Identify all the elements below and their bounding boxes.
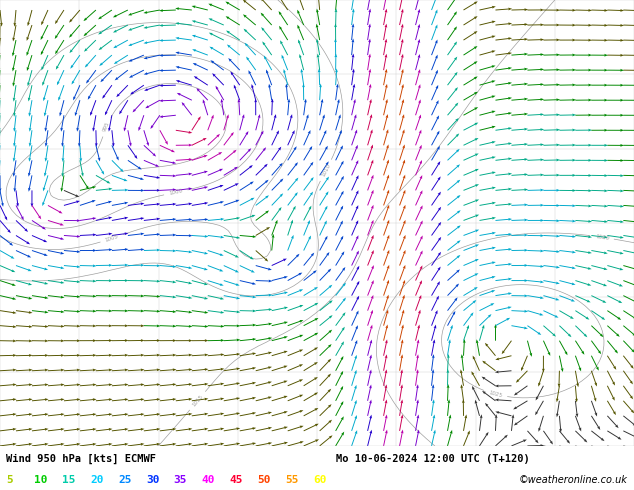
Text: 1000: 1000 — [169, 189, 183, 196]
Text: ©weatheronline.co.uk: ©weatheronline.co.uk — [519, 475, 628, 485]
Text: 60: 60 — [313, 475, 327, 485]
Text: 1015: 1015 — [191, 394, 204, 408]
Text: 1005: 1005 — [105, 234, 119, 243]
Text: 995: 995 — [102, 121, 111, 133]
Text: 55: 55 — [285, 475, 299, 485]
Text: Mo 10-06-2024 12:00 UTC (T+120): Mo 10-06-2024 12:00 UTC (T+120) — [336, 454, 530, 464]
Text: 30: 30 — [146, 475, 159, 485]
Text: 35: 35 — [174, 475, 187, 485]
Text: 5: 5 — [6, 475, 13, 485]
Text: 20: 20 — [90, 475, 103, 485]
Text: 1025: 1025 — [488, 390, 503, 398]
Text: 25: 25 — [118, 475, 131, 485]
Text: 50: 50 — [257, 475, 271, 485]
Text: 15: 15 — [62, 475, 75, 485]
Text: 45: 45 — [230, 475, 243, 485]
Text: 1020: 1020 — [595, 234, 609, 241]
Text: 40: 40 — [202, 475, 215, 485]
Text: Wind 950 hPa [kts] ECMWF: Wind 950 hPa [kts] ECMWF — [6, 454, 157, 464]
Text: 1010: 1010 — [320, 163, 332, 178]
Text: 10: 10 — [34, 475, 48, 485]
